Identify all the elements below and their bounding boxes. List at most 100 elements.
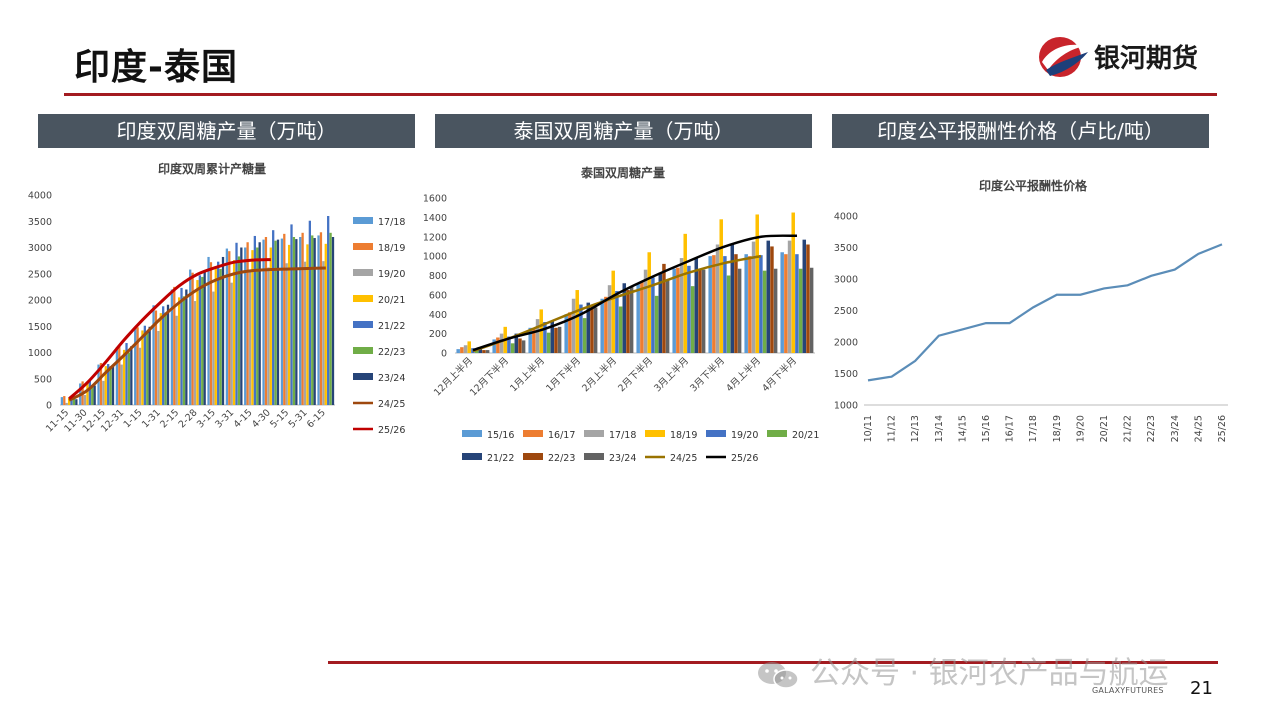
x-tick-label: 12月下半月 [467,355,511,399]
slide-title: 印度-泰国 [74,47,238,88]
bar [118,346,121,405]
bar [212,291,215,405]
bar [726,275,731,353]
bar [221,256,225,405]
legend-label: 16/17 [548,430,575,441]
bar [228,251,231,405]
bar [164,312,167,405]
bar [766,240,771,353]
bar [146,332,149,405]
bar [593,307,598,353]
y-tick-label: 1600 [423,194,447,205]
y-tick-label: 1400 [423,213,447,224]
galaxy-futures-wordmark: GALAXYFUTURES [1092,686,1164,695]
bar [755,214,759,353]
legend-label: 25/26 [731,453,758,464]
bar [225,248,229,405]
bar [308,220,311,405]
legend-swatch [523,453,543,460]
bar [198,275,201,405]
bar [240,247,243,405]
bar [102,380,105,405]
x-tick-label: 5-15 [268,407,291,430]
bar [125,343,128,405]
y-tick-label: 2000 [28,296,52,307]
x-tick-label: 2月上半月 [579,355,619,395]
bar [499,333,504,353]
bar [162,306,165,405]
legend-label: 20/21 [792,430,819,441]
legend-swatch [353,347,373,354]
bar [744,254,748,353]
bar [201,276,204,405]
bar [651,277,655,353]
bar [478,347,483,353]
bar [88,380,91,405]
legend-label: 19/20 [378,269,405,280]
legend-label: 22/23 [378,347,405,358]
bar [262,239,265,405]
bar [65,402,68,405]
bar [237,256,241,405]
y-tick-label: 500 [34,374,52,385]
bar [290,224,293,405]
bar [173,286,176,405]
legend-label: 18/19 [670,430,697,441]
india-cumulative-chart: 印度双周累计产糖量 0 500 1000 1500 2000 2500 3000 3500 400… [28,161,406,436]
legend-swatch [767,430,787,437]
x-tick-label: 20/21 [1099,415,1110,442]
bar [532,327,536,353]
bar [647,252,651,353]
legend-label: 17/18 [609,430,636,441]
bar [267,267,270,405]
bar [568,312,572,353]
bar [582,318,587,353]
bar [787,240,792,353]
bar [802,239,807,353]
bar [177,297,181,405]
bar [528,327,532,353]
legend-label: 15/16 [487,430,514,441]
logo-text: 银河期货 [1094,44,1199,74]
x-tick-label: 2月下半月 [615,355,655,395]
legend-label: 24/25 [670,453,697,464]
bar [514,333,519,353]
bar [543,322,547,353]
bar [274,240,277,405]
bar [230,282,233,405]
bar [127,352,131,405]
legend-swatch [353,295,373,302]
series-line [867,243,1223,382]
x-tick-label: 6-15 [305,407,328,430]
bar [798,268,803,353]
bar [185,289,188,405]
bar [295,239,298,405]
bar [683,233,687,353]
bar [175,315,178,405]
bar [748,256,752,353]
bar [322,261,325,405]
x-tick-label: 13/14 [934,415,945,442]
bar [136,327,139,405]
bar [640,281,644,353]
x-tick-label: 11/12 [887,415,898,442]
watermark: 公众号 · 银河农产品与航运 [756,648,1169,692]
bar [463,345,468,353]
x-tick-label: 10/11 [863,415,874,442]
x-tick-label: 19/20 [1075,415,1086,442]
bar [611,270,615,353]
bar [806,244,810,353]
bar [97,364,100,405]
bar [209,262,213,405]
galaxy-logo-icon [1039,37,1088,77]
bar [496,337,500,353]
bar [759,255,763,353]
bar [751,241,756,353]
bar [324,243,327,405]
legend-label: 17/18 [378,217,405,228]
bar [701,269,706,353]
bar [189,269,192,405]
bar [130,346,133,405]
bar [734,254,738,353]
x-tick-label: 1月下半月 [543,355,583,395]
